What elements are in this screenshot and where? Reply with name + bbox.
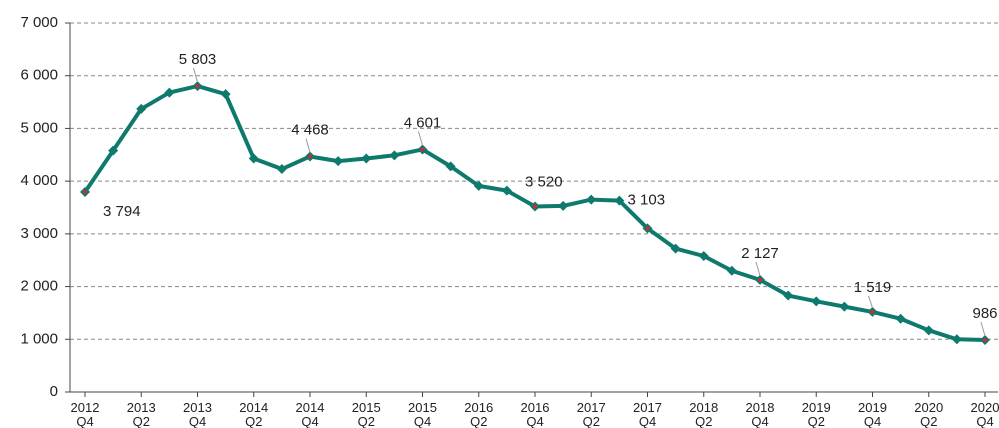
data-label: 1 519 — [854, 279, 892, 296]
x-tick-label: 2018 Q2 — [689, 400, 719, 428]
y-tick-label: 4 000 — [20, 172, 58, 189]
x-tick-label: 2013 Q4 — [183, 400, 212, 428]
data-point — [951, 334, 962, 345]
label-leader — [755, 261, 761, 277]
label-leader — [418, 131, 423, 146]
data-point — [164, 87, 175, 98]
data-point — [276, 164, 287, 175]
data-point — [361, 153, 372, 164]
x-tick-label: 2016 Q2 — [464, 400, 494, 428]
data-label: 3 794 — [103, 203, 141, 220]
data-point — [473, 180, 484, 191]
data-point — [558, 200, 569, 211]
label-leader — [868, 295, 873, 309]
data-point — [501, 185, 512, 196]
highlight-point — [757, 277, 763, 283]
x-tick-label: 2020 Q4 — [970, 400, 999, 428]
x-tick-label: 2019 Q2 — [801, 400, 831, 428]
x-tick-label: 2013 Q2 — [126, 400, 156, 428]
y-tick-label: 5 000 — [20, 119, 58, 136]
data-point — [586, 194, 597, 205]
highlight-point — [195, 83, 200, 89]
data-point — [614, 195, 625, 206]
y-tick-label: 2 000 — [20, 278, 58, 295]
data-point — [220, 89, 231, 100]
x-tick-label: 2014 Q2 — [239, 400, 269, 428]
data-label: 5 803 — [179, 51, 217, 68]
highlight-point — [532, 203, 538, 209]
y-tick-label: 7 000 — [20, 14, 58, 31]
y-tick-label: 0 — [50, 383, 58, 400]
x-tick-label: 2017 Q4 — [633, 400, 662, 428]
data-point — [670, 243, 681, 254]
data-point — [108, 145, 119, 156]
highlight-point — [420, 146, 425, 152]
data-point — [923, 325, 934, 336]
data-label: 3 103 — [628, 191, 666, 208]
x-tick-label: 2015 Q4 — [408, 400, 437, 428]
y-tick-label: 6 000 — [20, 67, 58, 84]
data-point — [389, 150, 400, 161]
data-point — [839, 301, 850, 312]
x-tick-label: 2017 Q2 — [576, 400, 606, 428]
highlight-point — [645, 225, 650, 231]
highlight-point — [82, 189, 88, 195]
data-label: 986 — [972, 305, 997, 322]
data-point — [783, 290, 794, 301]
data-label: 2 127 — [741, 245, 779, 262]
data-point — [248, 153, 259, 164]
data-label: 3 520 — [525, 173, 563, 190]
label-leader — [980, 321, 986, 337]
data-point — [811, 296, 822, 307]
highlight-point — [870, 309, 875, 315]
data-point — [333, 156, 344, 167]
data-label: 4 468 — [291, 121, 329, 138]
highlight-point — [982, 337, 988, 343]
label-leader — [193, 67, 198, 83]
data-point — [726, 265, 737, 276]
data-point — [136, 103, 147, 114]
y-tick-label: 1 000 — [20, 330, 58, 347]
x-tick-label: 2016 Q4 — [520, 400, 550, 428]
data-point — [445, 161, 456, 172]
label-leader — [305, 138, 311, 153]
y-tick-label: 3 000 — [20, 225, 58, 242]
x-tick-label: 2015 Q2 — [351, 400, 381, 428]
x-tick-label: 2018 Q4 — [745, 400, 775, 428]
x-tick-label: 2020 Q2 — [914, 400, 944, 428]
data-line — [83, 84, 986, 343]
x-tick-label: 2014 Q4 — [295, 400, 325, 428]
data-point — [895, 313, 906, 324]
x-tick-label: 2012 Q4 — [70, 400, 100, 428]
data-point — [698, 250, 709, 261]
data-label: 4 601 — [404, 114, 442, 131]
highlight-point — [307, 153, 313, 159]
x-tick-label: 2019 Q4 — [858, 400, 887, 428]
